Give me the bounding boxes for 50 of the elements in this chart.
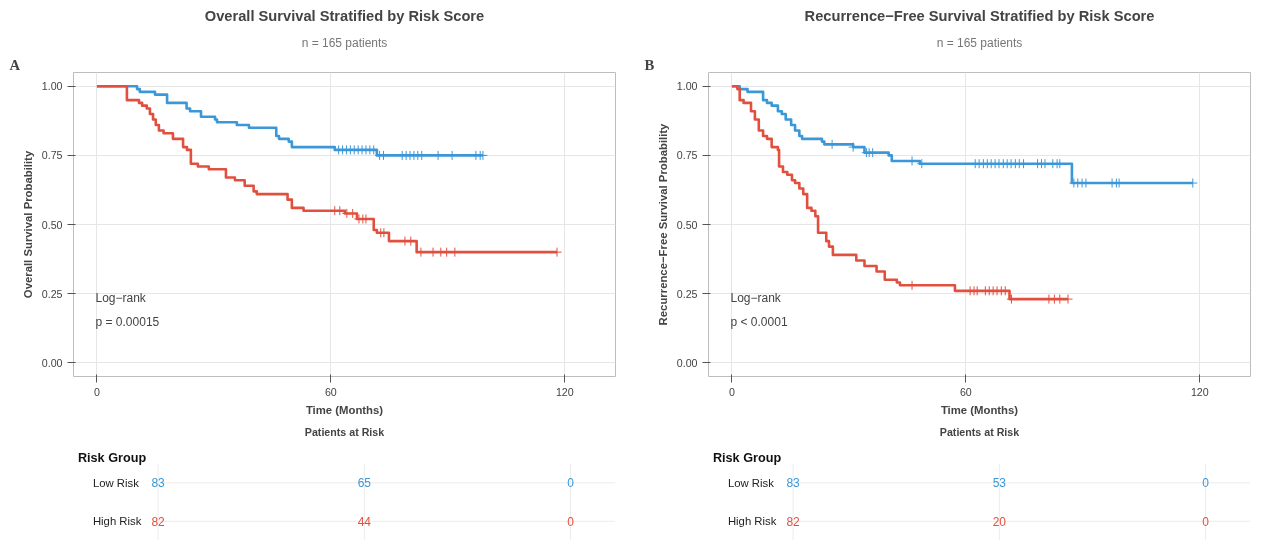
chart-title: Recurrence−Free Survival Stratified by Risk Score (804, 7, 1155, 24)
y-tick-label: High Risk (92, 515, 142, 528)
y-tick-label: 1.00 (41, 80, 63, 93)
x-axis-title: Time (Months) (305, 403, 384, 416)
y-tick-label: 0.25 (676, 287, 698, 300)
y-tick-label: 0.00 (41, 356, 63, 369)
y-tick-label: 0.75 (41, 149, 63, 162)
x-tick-label: 0 (728, 385, 735, 398)
x-tick-label: 60 (324, 385, 337, 398)
y-tick-label: 0.50 (41, 218, 63, 231)
x-axis-title: Time (Months) (940, 403, 1019, 416)
text: B (644, 56, 655, 73)
chart-title: Patients at Risk (304, 425, 385, 438)
data-label: 82 (151, 514, 166, 529)
chart-title: Patients at Risk (939, 425, 1020, 438)
annotation: Log−rank (730, 290, 782, 305)
y-axis-title: Overall Survival Probability (21, 150, 34, 299)
y-tick-label: 1.00 (676, 80, 698, 93)
y-axis-title: Recurrence−Free Survival Probability (656, 122, 669, 326)
chart-subtitle: n = 165 patients (936, 35, 1023, 50)
x-tick-label: 120 (1190, 385, 1209, 398)
annotation: p = 0.00015 (95, 314, 160, 329)
data-label: 0 (567, 514, 575, 529)
x-tick-label: 120 (555, 385, 574, 398)
data-label: 83 (786, 476, 801, 491)
data-label: 53 (992, 476, 1007, 491)
data-label: 65 (357, 476, 372, 491)
data-label: 20 (992, 514, 1007, 529)
y-tick-label: 0.00 (676, 356, 698, 369)
y-tick-label: 0.50 (676, 218, 698, 231)
annotation: p < 0.0001 (730, 314, 788, 329)
y-tick-label: Low Risk (92, 476, 140, 489)
x-tick-label: 0 (93, 385, 100, 398)
y-tick-label: 0.25 (41, 287, 63, 300)
data-label: 82 (786, 514, 801, 529)
legend-title: Risk Group (712, 450, 782, 465)
y-tick-label: 0.75 (676, 149, 698, 162)
data-label: 0 (1202, 514, 1210, 529)
chart-subtitle: n = 165 patients (301, 35, 388, 50)
data-label: 0 (1202, 476, 1210, 491)
data-label: 0 (567, 476, 575, 491)
y-tick-label: High Risk (727, 515, 777, 528)
legend-title: Risk Group (77, 450, 147, 465)
chart-title: Overall Survival Stratified by Risk Score (204, 7, 485, 24)
data-label: 44 (357, 514, 372, 529)
data-label: 83 (151, 476, 166, 491)
annotation: Log−rank (95, 290, 147, 305)
text: A (9, 56, 21, 73)
x-tick-label: 60 (959, 385, 972, 398)
y-tick-label: Low Risk (727, 476, 775, 489)
